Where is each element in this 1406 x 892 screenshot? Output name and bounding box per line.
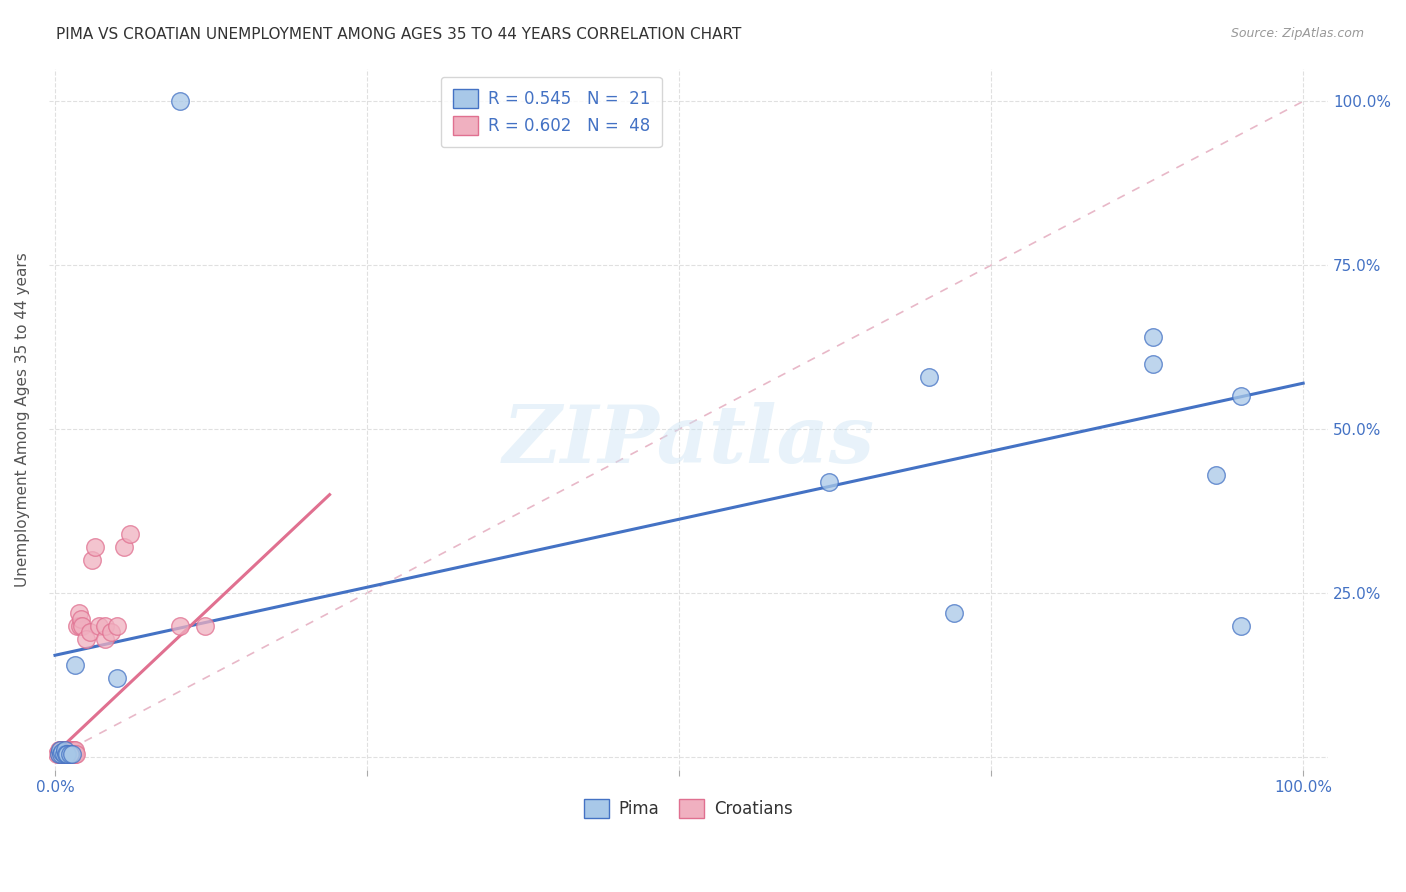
Point bbox=[48, 747, 70, 761]
Point bbox=[169, 619, 191, 633]
Point bbox=[63, 658, 86, 673]
Text: PIMA VS CROATIAN UNEMPLOYMENT AMONG AGES 35 TO 44 YEARS CORRELATION CHART: PIMA VS CROATIAN UNEMPLOYMENT AMONG AGES… bbox=[56, 27, 741, 42]
Point bbox=[94, 632, 117, 646]
Point bbox=[66, 619, 89, 633]
Point bbox=[51, 743, 73, 757]
Point bbox=[53, 743, 76, 757]
Point bbox=[59, 747, 82, 761]
Point bbox=[82, 553, 104, 567]
Point bbox=[51, 745, 73, 759]
Point bbox=[62, 743, 84, 757]
Point bbox=[105, 619, 128, 633]
Point bbox=[56, 747, 79, 761]
Point bbox=[62, 747, 84, 761]
Point bbox=[67, 606, 90, 620]
Point bbox=[49, 743, 72, 757]
Point bbox=[818, 475, 841, 489]
Point bbox=[1229, 619, 1251, 633]
Point bbox=[56, 747, 79, 761]
Point bbox=[100, 625, 122, 640]
Point bbox=[1229, 389, 1251, 403]
Point bbox=[84, 540, 107, 554]
Point bbox=[94, 619, 117, 633]
Point bbox=[59, 743, 82, 757]
Point bbox=[112, 540, 135, 554]
Point bbox=[62, 743, 84, 757]
Point bbox=[48, 743, 70, 757]
Point bbox=[48, 747, 70, 761]
Point bbox=[942, 606, 965, 620]
Point bbox=[63, 743, 86, 757]
Point bbox=[52, 747, 75, 761]
Point bbox=[194, 619, 217, 633]
Point bbox=[105, 671, 128, 685]
Point bbox=[59, 747, 82, 761]
Point bbox=[118, 527, 141, 541]
Point bbox=[70, 612, 93, 626]
Text: Source: ZipAtlas.com: Source: ZipAtlas.com bbox=[1230, 27, 1364, 40]
Legend: Pima, Croatians: Pima, Croatians bbox=[576, 792, 800, 825]
Point bbox=[63, 747, 86, 761]
Point bbox=[51, 747, 73, 761]
Point bbox=[60, 743, 83, 757]
Point bbox=[49, 743, 72, 757]
Point bbox=[62, 747, 84, 761]
Point bbox=[75, 632, 97, 646]
Point bbox=[79, 625, 101, 640]
Point bbox=[69, 619, 91, 633]
Point bbox=[51, 747, 73, 761]
Point bbox=[87, 619, 110, 633]
Point bbox=[58, 747, 80, 761]
Point bbox=[60, 747, 83, 761]
Point bbox=[169, 95, 191, 109]
Y-axis label: Unemployment Among Ages 35 to 44 years: Unemployment Among Ages 35 to 44 years bbox=[15, 252, 30, 587]
Point bbox=[53, 743, 76, 757]
Point bbox=[53, 747, 76, 761]
Point bbox=[52, 747, 75, 761]
Point bbox=[52, 743, 75, 757]
Point bbox=[62, 747, 84, 761]
Text: ZIPatlas: ZIPatlas bbox=[502, 401, 875, 479]
Point bbox=[46, 747, 69, 761]
Point bbox=[1142, 357, 1164, 371]
Point bbox=[55, 747, 77, 761]
Point bbox=[49, 747, 72, 761]
Point bbox=[51, 747, 73, 761]
Point bbox=[55, 747, 77, 761]
Point bbox=[918, 369, 941, 384]
Point bbox=[72, 619, 94, 633]
Point bbox=[51, 743, 73, 757]
Point bbox=[65, 747, 87, 761]
Point bbox=[58, 743, 80, 757]
Point bbox=[1205, 467, 1227, 482]
Point bbox=[56, 743, 79, 757]
Point bbox=[1142, 330, 1164, 344]
Point bbox=[55, 743, 77, 757]
